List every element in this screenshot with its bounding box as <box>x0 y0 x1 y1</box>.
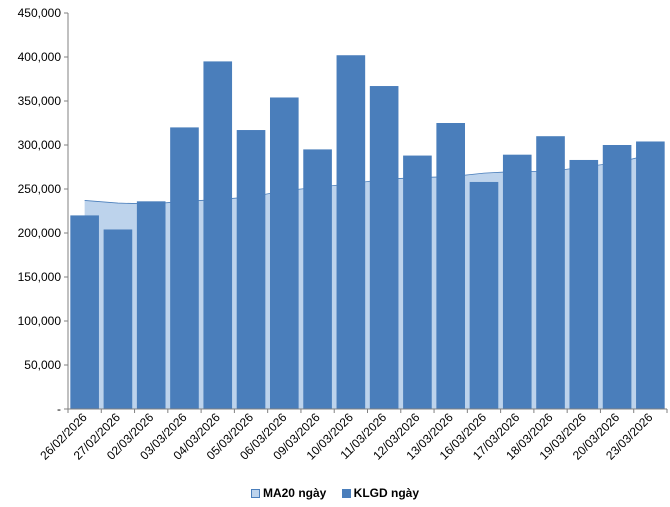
bar-18-03-2026 <box>536 136 565 409</box>
y-tick-label: 100,000 <box>18 314 62 328</box>
bar-17-03-2026 <box>502 154 532 409</box>
y-tick-label: 250,000 <box>18 182 62 196</box>
legend-swatch-klgd <box>341 488 351 498</box>
ma20-area <box>84 154 651 409</box>
y-tick-label: 200,000 <box>18 226 62 240</box>
y-tick-label: 400,000 <box>18 50 62 64</box>
bar-26-02-2026 <box>70 215 99 409</box>
y-tick-label: 300,000 <box>18 138 62 152</box>
y-tick-label: - <box>57 402 61 416</box>
legend-item-ma20: MA20 ngày <box>250 486 327 500</box>
bar-20-03-2026 <box>602 145 632 409</box>
bar-11-03-2026 <box>369 86 399 409</box>
bar-16-03-2026 <box>469 181 499 409</box>
bar-09-03-2026 <box>303 149 332 409</box>
legend-label-ma20: MA20 ngày <box>262 486 327 500</box>
bar-23-03-2026 <box>636 141 665 410</box>
legend-item-klgd: KLGD ngày <box>341 486 420 500</box>
legend: MA20 ngày KLGD ngày <box>0 486 670 501</box>
y-tick-label: 50,000 <box>24 358 61 372</box>
y-tick-label: 450,000 <box>18 6 62 20</box>
bar-12-03-2026 <box>403 155 432 409</box>
bar-19-03-2026 <box>569 159 599 409</box>
bar-27-02-2026 <box>103 229 133 409</box>
y-tick-label: 150,000 <box>18 270 62 284</box>
bar-05-03-2026 <box>236 130 266 410</box>
bar-13-03-2026 <box>436 123 466 409</box>
bar-04-03-2026 <box>203 61 233 410</box>
bar-03-03-2026 <box>170 127 199 410</box>
y-tick-label: 350,000 <box>18 94 62 108</box>
bar-02-03-2026 <box>136 201 166 409</box>
bar-10-03-2026 <box>336 55 366 410</box>
legend-swatch-ma20 <box>250 488 260 498</box>
bar-06-03-2026 <box>269 97 299 409</box>
legend-label-klgd: KLGD ngày <box>353 486 420 500</box>
